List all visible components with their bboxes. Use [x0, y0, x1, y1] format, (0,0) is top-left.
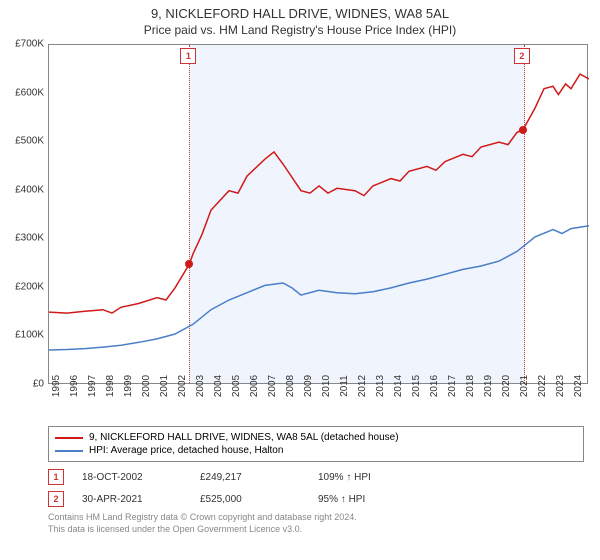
y-tick-label: £300K [0, 233, 44, 244]
chart-title: 9, NICKLEFORD HALL DRIVE, WIDNES, WA8 5A… [0, 0, 600, 23]
x-tick-label: 2009 [303, 375, 314, 397]
x-tick-label: 2024 [573, 375, 584, 397]
x-tick-label: 1996 [69, 375, 80, 397]
y-tick-label: £100K [0, 330, 44, 341]
series-svg [49, 45, 589, 385]
x-tick-label: 1997 [87, 375, 98, 397]
legend-item: HPI: Average price, detached house, Halt… [55, 444, 577, 457]
x-tick-label: 2017 [447, 375, 458, 397]
legend-swatch [55, 437, 83, 439]
x-tick-label: 2006 [249, 375, 260, 397]
x-tick-label: 2023 [555, 375, 566, 397]
legend-item: 9, NICKLEFORD HALL DRIVE, WIDNES, WA8 5A… [55, 431, 577, 444]
license-line-1: Contains HM Land Registry data © Crown c… [48, 512, 584, 524]
y-tick-label: £600K [0, 87, 44, 98]
x-tick-label: 2014 [393, 375, 404, 397]
plot-region [48, 44, 588, 384]
x-tick-label: 2010 [321, 375, 332, 397]
sale-delta: 95% ↑ HPI [318, 494, 418, 505]
x-tick-label: 2007 [267, 375, 278, 397]
x-tick-label: 2003 [195, 375, 206, 397]
sale-price: £525,000 [200, 494, 300, 505]
legend-swatch [55, 450, 83, 452]
x-tick-label: 2022 [537, 375, 548, 397]
y-tick-label: £700K [0, 39, 44, 50]
license-line-2: This data is licensed under the Open Gov… [48, 524, 584, 536]
x-tick-label: 2001 [159, 375, 170, 397]
x-tick-label: 2012 [357, 375, 368, 397]
sales-table: 1 18-OCT-2002 £249,217 109% ↑ HPI 2 30-APR-20… [48, 466, 584, 510]
chart-subtitle: Price paid vs. HM Land Registry's House … [0, 23, 600, 41]
x-tick-label: 1998 [105, 375, 116, 397]
sale-row-marker: 2 [48, 491, 64, 507]
x-tick-label: 2013 [375, 375, 386, 397]
sale-row-marker: 1 [48, 469, 64, 485]
y-tick-label: £500K [0, 136, 44, 147]
x-tick-label: 1999 [123, 375, 134, 397]
sale-marker: 1 [180, 48, 196, 64]
legend-label: 9, NICKLEFORD HALL DRIVE, WIDNES, WA8 5A… [89, 432, 399, 443]
x-tick-label: 2016 [429, 375, 440, 397]
x-tick-label: 2018 [465, 375, 476, 397]
legend-label: HPI: Average price, detached house, Halt… [89, 445, 283, 456]
y-tick-label: £200K [0, 281, 44, 292]
x-tick-label: 2021 [519, 375, 530, 397]
x-tick-label: 2015 [411, 375, 422, 397]
x-tick-label: 2019 [483, 375, 494, 397]
sale-price: £249,217 [200, 472, 300, 483]
sale-date: 30-APR-2021 [82, 494, 182, 505]
x-tick-label: 2020 [501, 375, 512, 397]
x-tick-label: 2005 [231, 375, 242, 397]
chart-area: £0£100K£200K£300K£400K£500K£600K£700K 19… [48, 44, 588, 404]
sale-point [185, 260, 193, 268]
sale-point [519, 126, 527, 134]
x-tick-label: 2004 [213, 375, 224, 397]
sale-row: 1 18-OCT-2002 £249,217 109% ↑ HPI [48, 466, 584, 488]
sale-marker: 2 [514, 48, 530, 64]
y-tick-label: £400K [0, 184, 44, 195]
sale-row: 2 30-APR-2021 £525,000 95% ↑ HPI [48, 488, 584, 510]
x-tick-label: 2008 [285, 375, 296, 397]
series-line [49, 74, 589, 313]
sale-date: 18-OCT-2002 [82, 472, 182, 483]
series-line [49, 226, 589, 350]
license-text: Contains HM Land Registry data © Crown c… [48, 512, 584, 535]
sale-delta: 109% ↑ HPI [318, 472, 418, 483]
x-tick-label: 1995 [51, 375, 62, 397]
x-tick-label: 2000 [141, 375, 152, 397]
legend: 9, NICKLEFORD HALL DRIVE, WIDNES, WA8 5A… [48, 426, 584, 462]
x-tick-label: 2002 [177, 375, 188, 397]
x-tick-label: 2011 [339, 375, 350, 397]
y-tick-label: £0 [0, 379, 44, 390]
